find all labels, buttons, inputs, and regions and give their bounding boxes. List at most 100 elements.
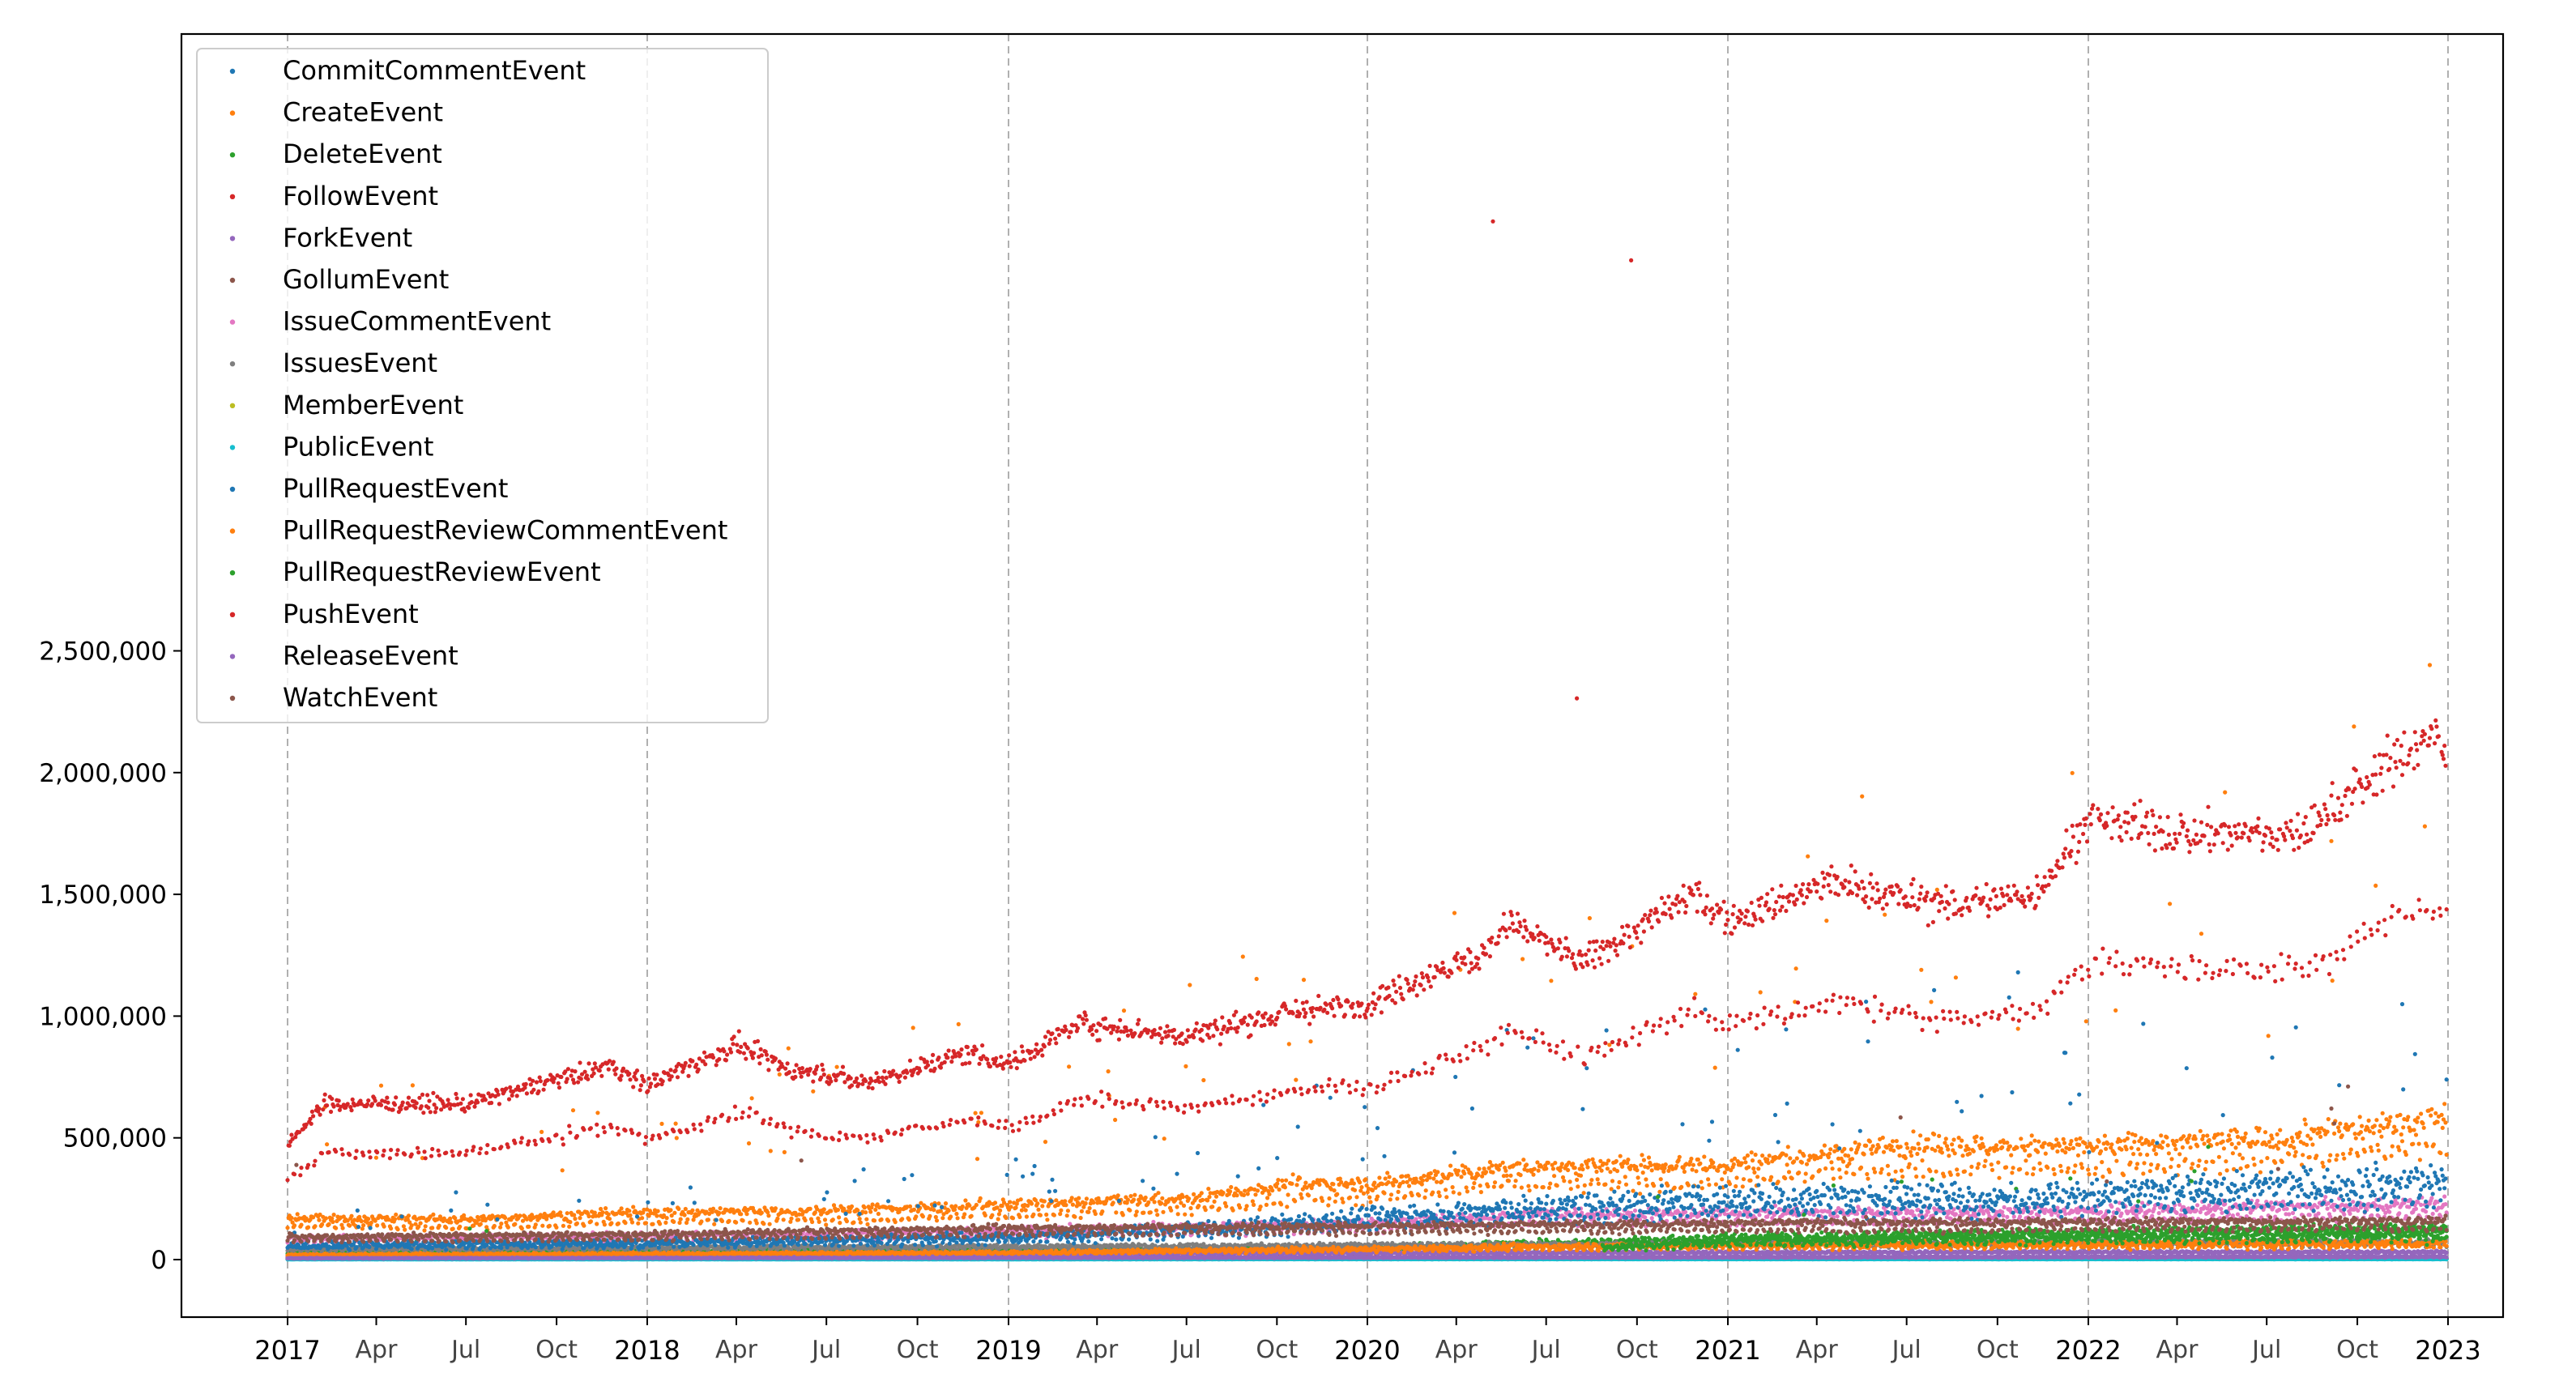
data-point bbox=[2289, 1135, 2294, 1141]
data-point bbox=[1354, 1195, 1359, 1200]
data-point bbox=[775, 1216, 780, 1221]
data-point bbox=[1148, 1210, 1153, 1215]
data-point bbox=[1976, 1162, 1981, 1166]
data-point bbox=[2216, 1132, 2220, 1136]
data-point bbox=[361, 1223, 366, 1228]
data-point bbox=[1534, 1184, 1539, 1189]
data-point bbox=[2185, 1140, 2190, 1145]
data-point bbox=[2383, 1156, 2388, 1162]
data-point bbox=[1504, 1173, 1509, 1178]
data-point bbox=[1707, 1183, 1712, 1188]
data-point bbox=[2334, 1158, 2339, 1162]
data-point bbox=[395, 1227, 400, 1232]
data-point bbox=[1065, 1209, 1070, 1213]
data-point bbox=[1203, 1208, 1208, 1213]
data-point bbox=[1580, 1163, 1584, 1168]
data-point bbox=[2276, 1140, 2282, 1145]
data-point bbox=[2197, 1158, 2202, 1163]
data-point bbox=[1546, 1185, 1552, 1190]
data-point bbox=[1880, 1135, 1885, 1141]
data-point bbox=[2220, 1139, 2225, 1144]
data-point bbox=[2287, 1152, 2292, 1157]
data-point bbox=[2142, 1161, 2147, 1166]
data-point bbox=[1406, 1183, 1412, 1188]
data-point bbox=[2078, 1136, 2083, 1141]
data-point bbox=[1695, 1157, 1700, 1162]
data-point bbox=[2011, 1166, 2015, 1170]
data-point bbox=[1549, 979, 1554, 983]
data-point bbox=[1876, 1145, 1881, 1149]
data-point bbox=[851, 1220, 856, 1225]
data-point bbox=[1546, 1160, 1550, 1166]
data-point bbox=[609, 1221, 614, 1226]
data-point bbox=[1789, 1176, 1794, 1181]
data-point bbox=[595, 1222, 599, 1226]
data-point bbox=[956, 1021, 961, 1026]
data-point bbox=[2228, 1137, 2233, 1142]
data-point bbox=[1608, 1170, 1613, 1175]
data-point bbox=[2360, 1124, 2365, 1128]
data-point bbox=[1169, 1208, 1174, 1213]
data-point bbox=[1639, 1162, 1644, 1167]
data-point bbox=[2369, 1145, 2373, 1149]
data-point bbox=[1716, 1168, 1721, 1173]
data-point bbox=[1894, 1139, 1899, 1144]
data-point bbox=[865, 1222, 870, 1226]
data-point bbox=[1644, 1177, 1648, 1182]
data-point bbox=[518, 1213, 522, 1218]
data-point bbox=[900, 1217, 905, 1222]
data-point bbox=[955, 1216, 960, 1221]
data-point bbox=[2092, 1171, 2097, 1176]
data-point bbox=[1254, 976, 1259, 982]
data-point bbox=[2335, 1125, 2341, 1130]
data-point bbox=[1694, 1169, 1699, 1174]
data-point bbox=[1699, 1179, 1704, 1184]
data-point bbox=[527, 1224, 531, 1229]
data-point bbox=[2042, 1141, 2047, 1145]
data-point bbox=[1280, 1178, 1285, 1183]
data-point bbox=[1161, 1209, 1166, 1214]
data-point bbox=[2415, 1119, 2420, 1124]
data-point bbox=[1700, 1186, 1704, 1191]
data-point bbox=[1702, 1154, 1707, 1159]
data-point bbox=[1870, 1151, 1874, 1156]
data-point bbox=[1562, 1179, 1567, 1183]
data-point bbox=[1887, 1172, 1891, 1177]
data-point bbox=[478, 1222, 483, 1226]
data-point bbox=[567, 1224, 572, 1229]
data-point bbox=[2326, 1117, 2331, 1122]
data-point bbox=[1860, 794, 1865, 799]
data-point bbox=[830, 1217, 835, 1222]
data-point bbox=[1974, 1134, 1979, 1139]
data-point bbox=[629, 1220, 635, 1225]
data-point bbox=[1255, 1188, 1260, 1193]
data-point bbox=[1769, 1175, 1774, 1179]
data-point bbox=[2280, 1159, 2284, 1164]
data-point bbox=[1229, 1184, 1234, 1190]
data-point bbox=[1070, 1202, 1075, 1207]
data-point bbox=[1677, 1154, 1682, 1159]
data-point bbox=[1555, 1183, 1559, 1188]
data-point bbox=[748, 1220, 753, 1225]
data-point bbox=[1313, 1197, 1318, 1202]
data-point bbox=[2362, 1149, 2367, 1154]
data-point bbox=[1766, 1161, 1771, 1166]
data-point bbox=[911, 1207, 916, 1212]
data-point bbox=[983, 1213, 987, 1217]
data-point bbox=[1483, 1170, 1489, 1175]
data-point bbox=[578, 1216, 582, 1221]
data-point bbox=[1864, 1143, 1869, 1148]
data-point bbox=[1575, 1177, 1580, 1183]
data-point bbox=[2221, 1146, 2226, 1151]
data-point bbox=[1491, 1184, 1496, 1189]
data-point bbox=[1802, 1179, 1807, 1184]
data-point bbox=[1648, 1162, 1653, 1167]
data-point bbox=[2159, 1133, 2164, 1138]
data-point bbox=[1471, 1185, 1476, 1190]
data-point bbox=[1616, 1185, 1621, 1190]
data-point bbox=[437, 1223, 441, 1228]
data-point bbox=[2237, 1141, 2241, 1146]
data-point bbox=[1372, 1180, 1377, 1185]
data-point bbox=[1734, 1175, 1739, 1180]
data-point bbox=[2032, 1138, 2037, 1143]
